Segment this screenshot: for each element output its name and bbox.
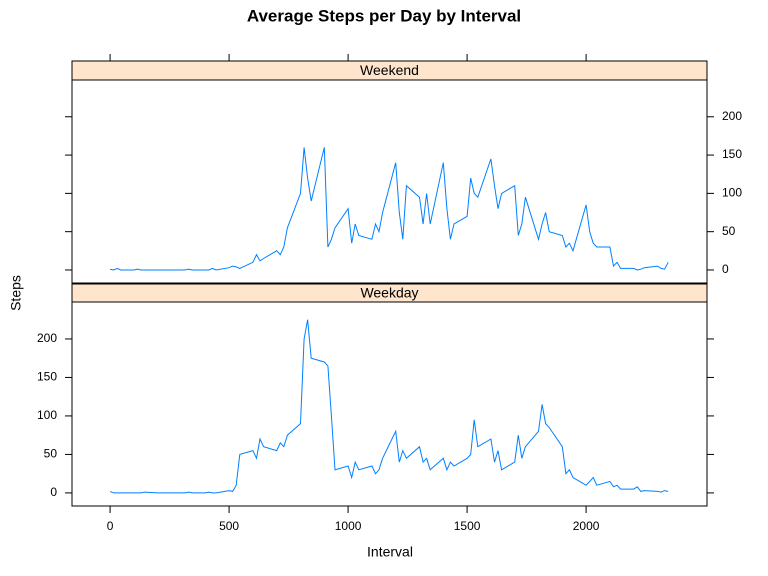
x-tick-label: 500 xyxy=(219,519,239,533)
line xyxy=(109,147,669,271)
x-tick-label: 1500 xyxy=(454,519,481,533)
y-tick-label: 150 xyxy=(722,147,742,161)
y-axis-label: Steps xyxy=(8,275,24,311)
line xyxy=(109,319,669,494)
strip-label: Weekday xyxy=(360,285,418,301)
y-tick-label: 100 xyxy=(722,186,742,200)
y-tick-label: 50 xyxy=(44,447,58,461)
chart-title: Average Steps per Day by Interval xyxy=(247,6,521,25)
x-tick-label: 2000 xyxy=(573,519,600,533)
y-tick-label: 0 xyxy=(722,262,729,276)
y-tick-label: 100 xyxy=(37,408,57,422)
x-tick-label: 0 xyxy=(107,519,114,533)
y-tick-label: 50 xyxy=(722,224,736,238)
x-axis-label: Interval xyxy=(367,544,413,560)
strip-label: Weekend xyxy=(360,62,419,78)
y-tick-label: 150 xyxy=(37,370,57,384)
y-tick-label: 200 xyxy=(722,109,742,123)
panel xyxy=(71,301,708,507)
y-tick-label: 0 xyxy=(50,485,57,499)
y-tick-label: 200 xyxy=(37,331,57,345)
panel xyxy=(71,79,708,284)
x-tick-label: 1000 xyxy=(335,519,362,533)
